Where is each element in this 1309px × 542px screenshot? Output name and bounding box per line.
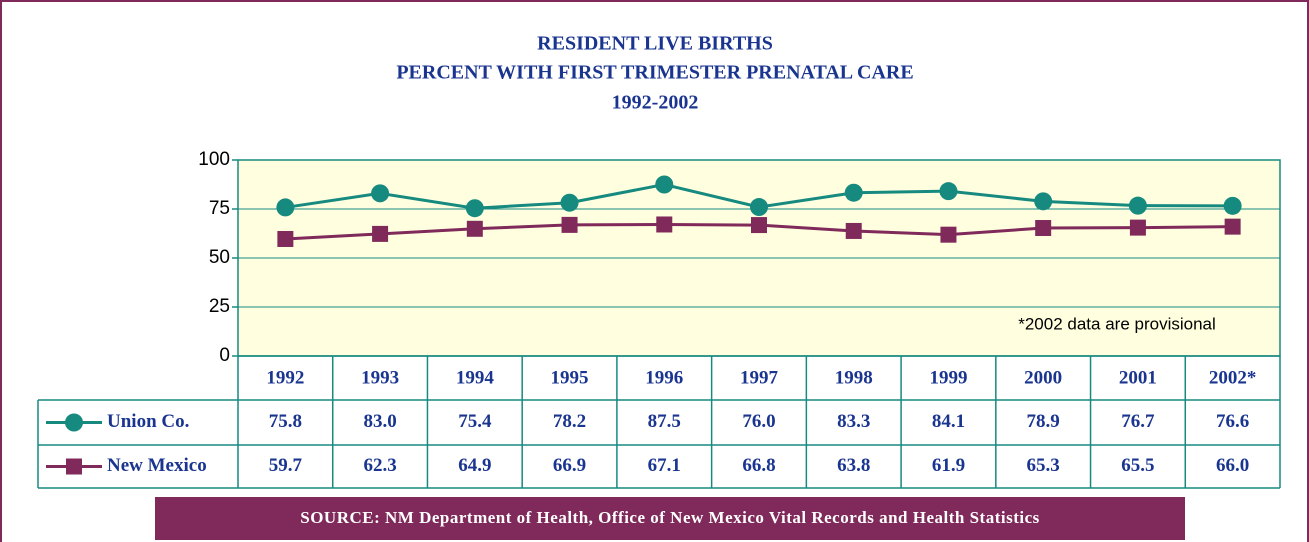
table-value: 83.0 xyxy=(363,411,396,432)
table-value: 87.5 xyxy=(648,411,681,432)
legend-label: New Mexico xyxy=(107,455,207,476)
marker xyxy=(939,182,958,201)
y-tick-label: 100 xyxy=(198,149,230,170)
x-tick-label: 1995 xyxy=(551,367,589,388)
table-value: 76.7 xyxy=(1121,411,1155,432)
x-tick-label: 1994 xyxy=(456,367,495,388)
marker xyxy=(845,222,862,239)
source: SOURCE: NM Department of Health, Office … xyxy=(300,508,1040,527)
marker xyxy=(751,217,767,234)
table-value: 63.8 xyxy=(837,455,870,476)
table-value: 64.9 xyxy=(458,455,491,476)
table-value: 78.9 xyxy=(1027,411,1060,432)
marker xyxy=(372,225,389,242)
x-tick-label: 2002* xyxy=(1209,367,1257,388)
x-tick-label: 1997 xyxy=(740,367,779,388)
marker xyxy=(465,199,484,218)
y-tick-label: 50 xyxy=(209,247,230,268)
marker xyxy=(656,216,673,233)
x-tick-label: 1999 xyxy=(929,367,967,388)
marker xyxy=(371,184,390,203)
y-tick-label: 25 xyxy=(209,296,230,317)
x-tick-label: 1996 xyxy=(645,367,683,388)
marker xyxy=(844,183,863,202)
source-box xyxy=(155,497,1185,540)
table-value: 66.8 xyxy=(742,455,775,476)
legend-label: Union Co. xyxy=(107,411,189,432)
marker xyxy=(1223,196,1242,215)
marker xyxy=(1034,192,1053,211)
annotation: *2002 data are provisional xyxy=(1018,314,1216,333)
table-value: 65.5 xyxy=(1121,455,1154,476)
marker xyxy=(1224,218,1241,235)
legend-marker xyxy=(66,458,82,475)
table-value: 66.0 xyxy=(1216,455,1249,476)
table-value: 67.1 xyxy=(648,455,681,476)
marker xyxy=(561,216,578,233)
marker xyxy=(940,226,957,243)
table-value: 76.0 xyxy=(742,411,775,432)
table-value: 66.9 xyxy=(553,455,586,476)
x-tick-label: 1998 xyxy=(835,367,873,388)
marker xyxy=(1129,219,1146,236)
table-value: 78.2 xyxy=(553,411,586,432)
y-tick-label: 75 xyxy=(209,198,230,219)
marker xyxy=(276,198,295,217)
table-value: 59.7 xyxy=(269,455,303,476)
marker xyxy=(1128,196,1147,215)
marker xyxy=(750,198,768,217)
table-value: 83.3 xyxy=(837,411,870,432)
marker xyxy=(277,230,294,247)
table-value: 75.4 xyxy=(458,411,492,432)
table-value: 75.8 xyxy=(269,411,302,432)
table-value: 65.3 xyxy=(1027,455,1060,476)
table-value: 76.6 xyxy=(1216,411,1249,432)
marker xyxy=(1035,220,1052,237)
marker xyxy=(466,220,483,237)
chart-subtitle: PERCENT WITH FIRST TRIMESTER PRENATAL CA… xyxy=(396,62,913,84)
table-value: 61.9 xyxy=(932,455,965,476)
table-value: 62.3 xyxy=(363,455,396,476)
legend-marker xyxy=(65,413,83,432)
marker xyxy=(560,193,579,212)
x-tick-label: 2001 xyxy=(1119,367,1157,388)
y-tick-label: 0 xyxy=(219,345,230,366)
chart-title: RESIDENT LIVE BIRTHS xyxy=(537,33,773,55)
x-tick-label: 1992 xyxy=(266,367,304,388)
marker xyxy=(655,175,674,194)
x-tick-label: 2000 xyxy=(1024,367,1062,388)
x-tick-label: 1993 xyxy=(361,367,399,388)
chart-subtitle: 1992-2002 xyxy=(612,92,699,114)
table-value: 84.1 xyxy=(932,411,965,432)
